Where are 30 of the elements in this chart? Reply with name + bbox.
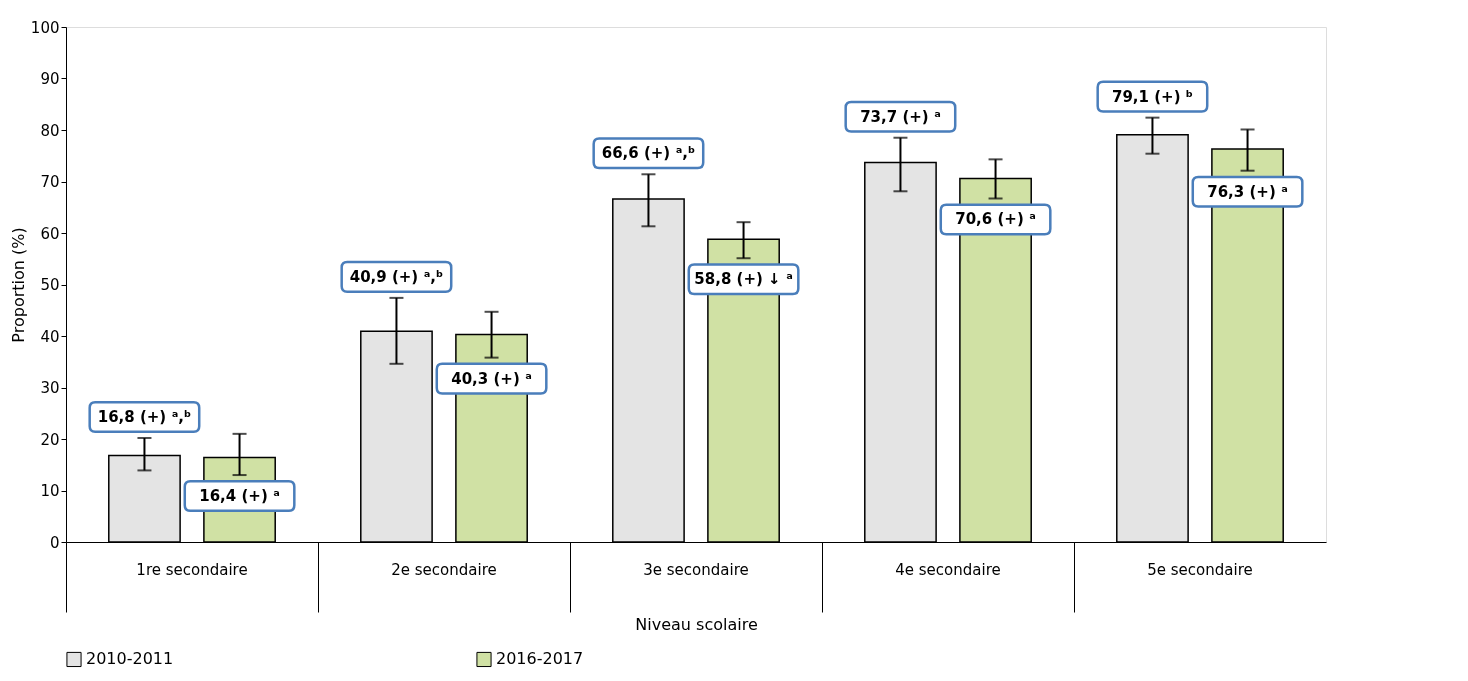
y-tick-label: 60 — [40, 224, 60, 243]
x-axis-title: Niveau scolaire — [635, 615, 758, 634]
x-tick-label: 1re secondaire — [136, 560, 248, 579]
y-tick-label: 90 — [40, 70, 60, 88]
y-tick-label: 30 — [40, 379, 60, 397]
x-tick-label: 2e secondaire — [391, 560, 497, 579]
legend-label: 2016-2017 — [496, 649, 584, 669]
y-tick-label: 50 — [40, 276, 60, 294]
data-label: 16,4 (+) ᵃ — [199, 487, 280, 506]
legend-label: 2010-2011 — [86, 649, 174, 669]
y-tick-label: 0 — [49, 533, 60, 552]
data-label: 73,7 (+) ᵃ — [860, 107, 941, 126]
data-label: 40,3 (+) ᵃ — [451, 369, 532, 388]
y-tick-label: 80 — [40, 121, 60, 140]
data-label: 66,6 (+) ᵃ,ᵇ — [601, 144, 696, 163]
y-tick-label: 20 — [40, 430, 60, 449]
data-label: 70,6 (+) ᵃ — [955, 210, 1036, 229]
data-label: 16,8 (+) ᵃ,ᵇ — [97, 407, 192, 426]
x-tick-label: 3e secondaire — [643, 560, 749, 579]
y-tick-label: 100 — [30, 18, 60, 37]
data-label: 58,8 (+) ↓ ᵃ — [694, 270, 793, 289]
x-tick-label: 4e secondaire — [895, 560, 1001, 579]
data-label: 40,9 (+) ᵃ,ᵇ — [349, 267, 444, 286]
y-tick-label: 10 — [40, 482, 60, 500]
data-label: 79,1 (+) ᵇ — [1111, 87, 1193, 106]
y-tick-label: 70 — [40, 173, 60, 191]
data-label: 76,3 (+) ᵃ — [1207, 182, 1288, 201]
x-tick-label: 5e secondaire — [1147, 560, 1253, 579]
y-axis-title: Proportion (%) — [8, 227, 28, 343]
y-tick-label: 40 — [40, 327, 60, 346]
